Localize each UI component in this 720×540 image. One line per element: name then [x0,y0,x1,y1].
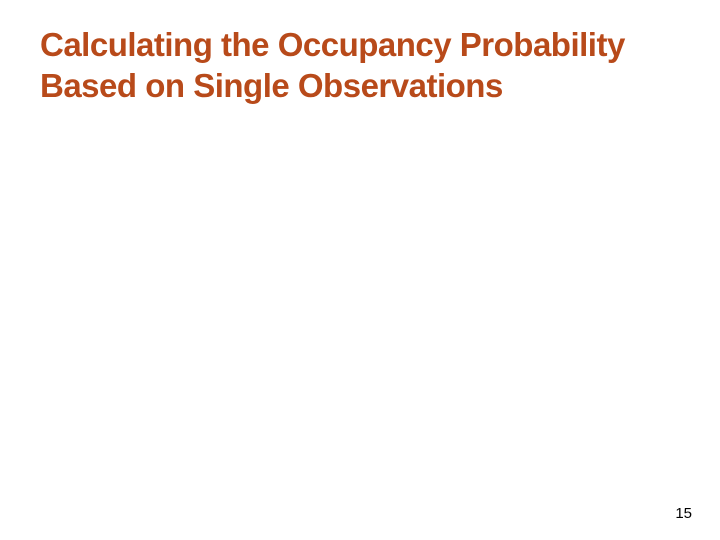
slide-container: Calculating the Occupancy Probability Ba… [0,0,720,540]
page-number: 15 [675,505,692,522]
slide-title: Calculating the Occupancy Probability Ba… [40,24,680,107]
